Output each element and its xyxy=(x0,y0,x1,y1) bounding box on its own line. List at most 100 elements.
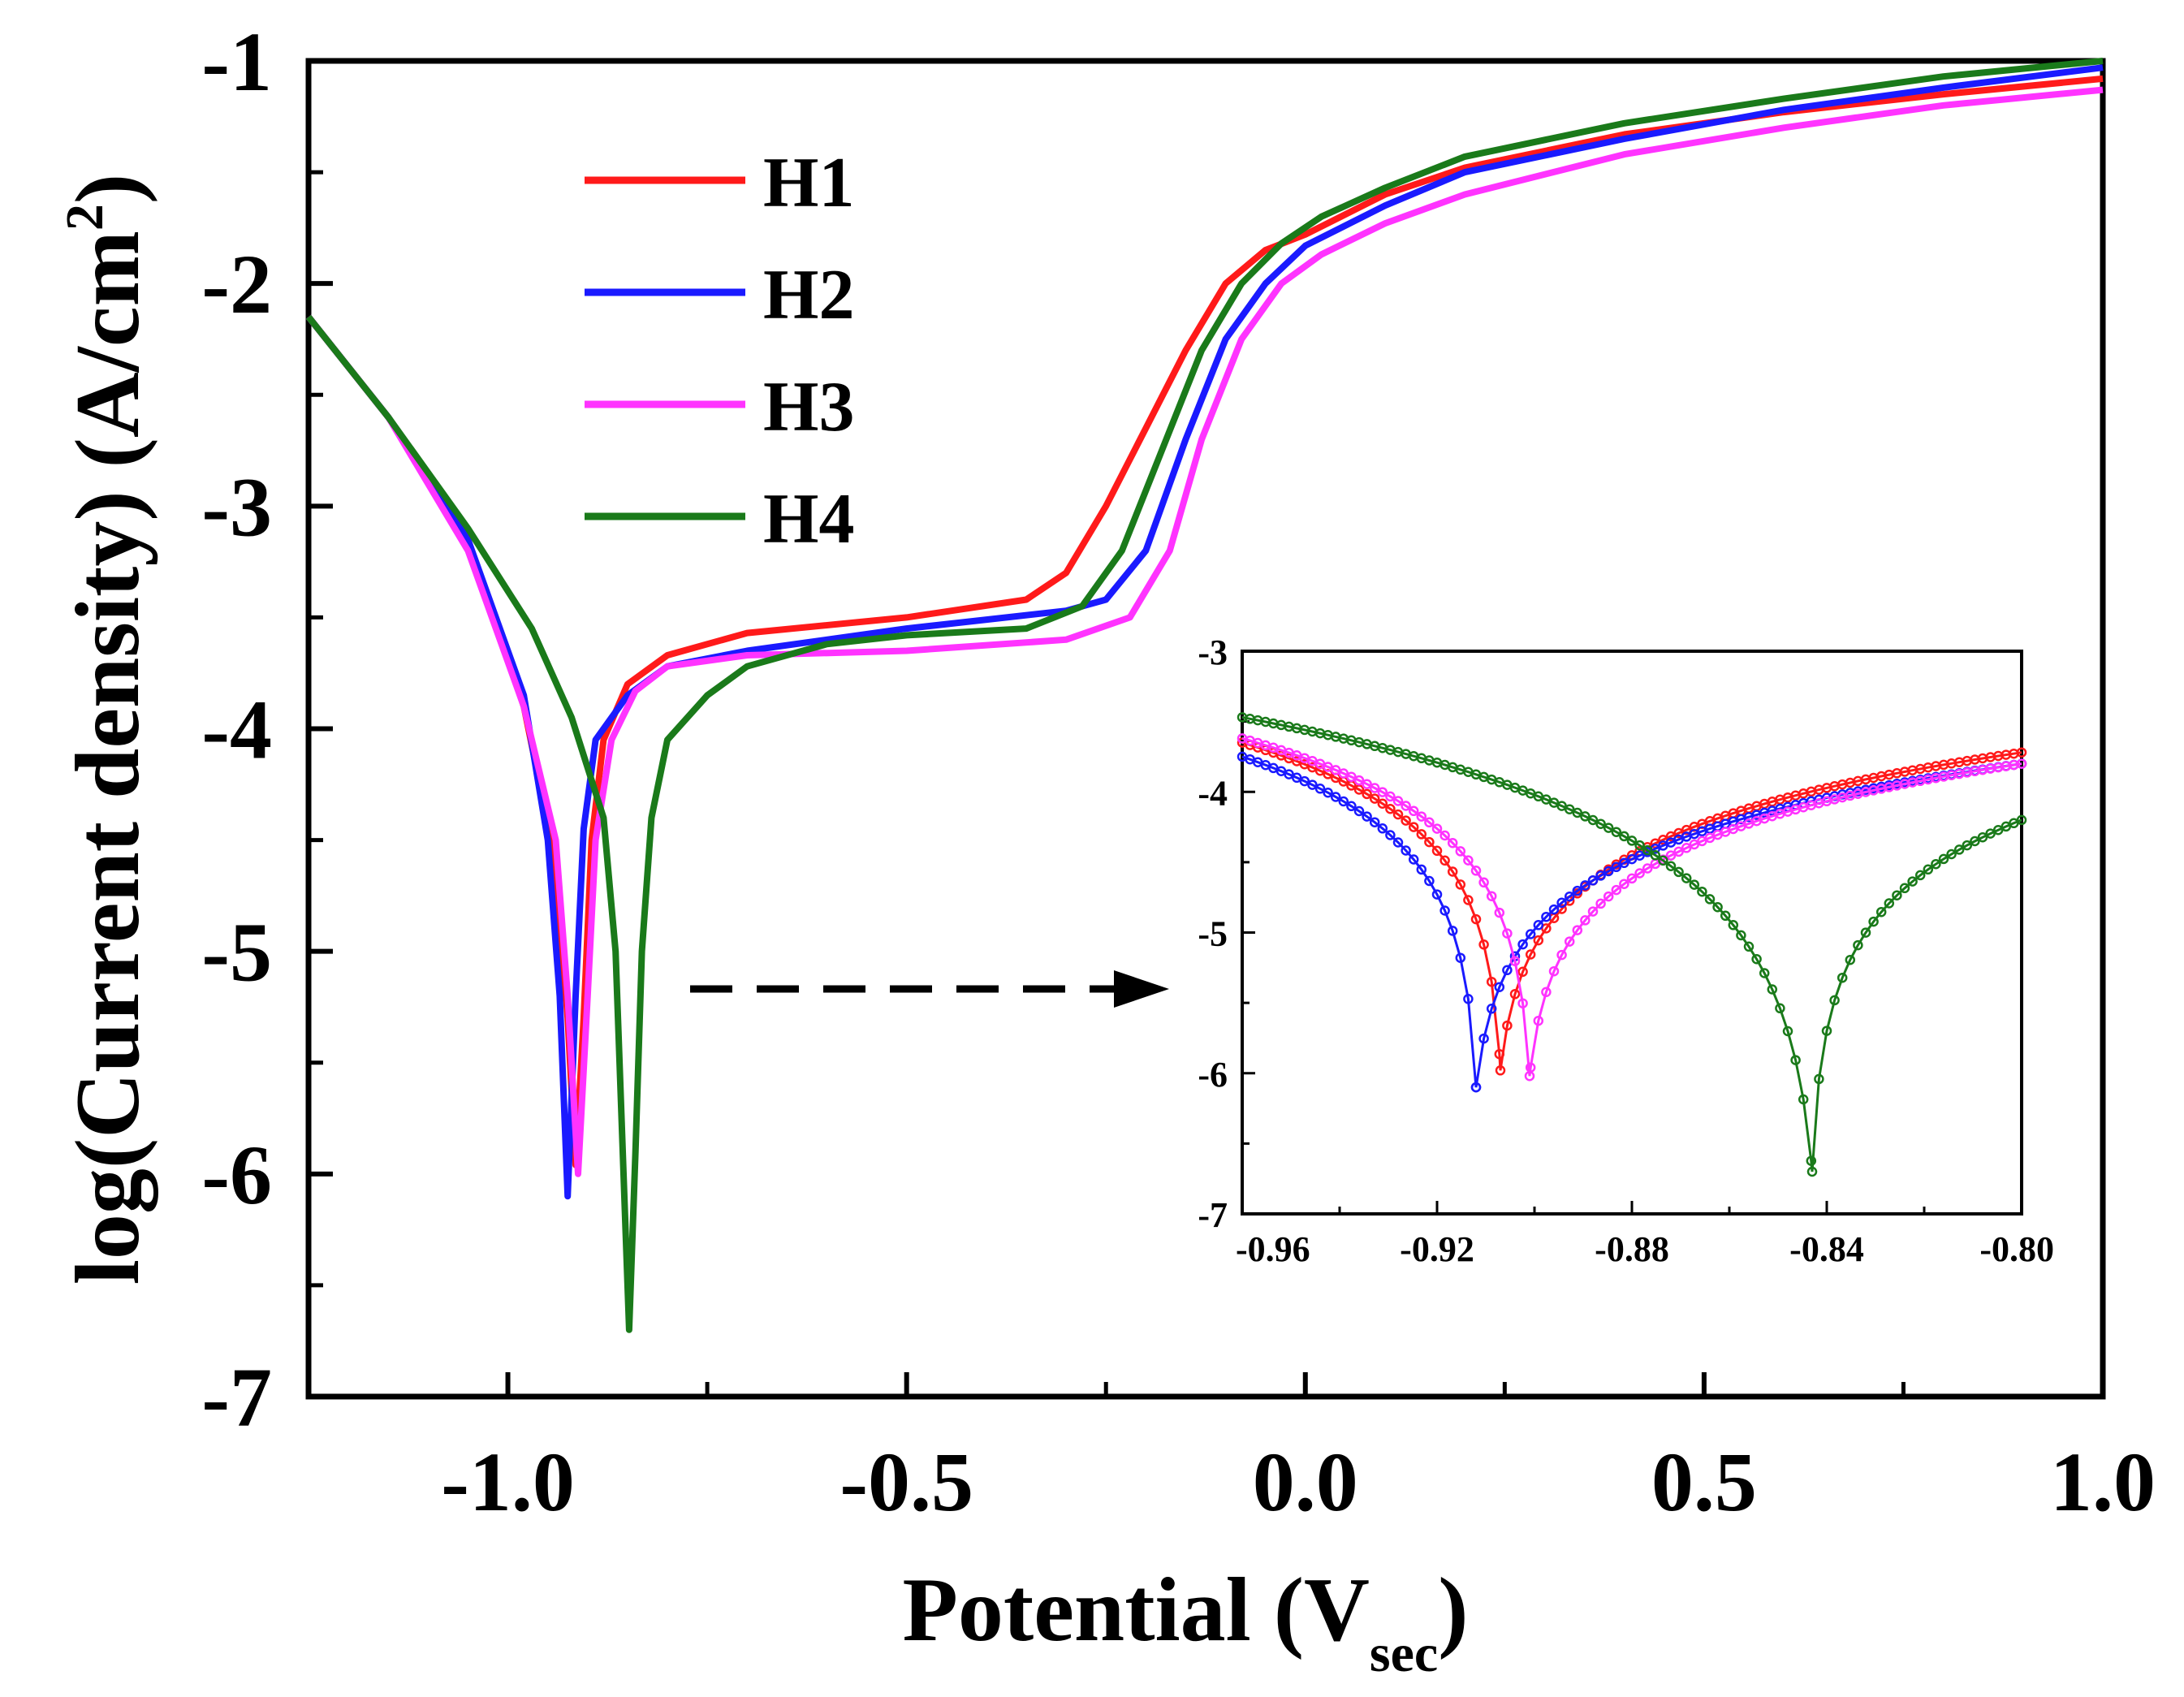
inset-point-h2 xyxy=(1330,792,1341,802)
inset-point-h3 xyxy=(1455,846,1466,857)
x-tick-label: -0.5 xyxy=(840,1436,973,1529)
inset-point-h4 xyxy=(1875,906,1887,918)
inset-x-tick-label: -0.80 xyxy=(1979,1229,2054,1269)
inset-point-h1 xyxy=(1447,866,1458,877)
inset-point-h4 xyxy=(1798,1094,1809,1105)
inset-point-h3 xyxy=(1517,998,1528,1008)
y-tick-label: -4 xyxy=(201,684,272,777)
inset-point-h1 xyxy=(1502,1020,1513,1031)
inset-point-h2 xyxy=(1603,866,1614,877)
inset-point-h4 xyxy=(1658,855,1668,866)
inset-point-h2 xyxy=(1494,982,1505,992)
inset-point-h3 xyxy=(1556,949,1567,961)
inset-point-h1 xyxy=(1353,784,1365,795)
inset-point-h2 xyxy=(1634,850,1645,861)
inset-point-h3 xyxy=(1673,846,1684,857)
inset-point-h1 xyxy=(1495,1065,1506,1076)
legend-label-h1: H1 xyxy=(763,144,854,222)
inset-point-h2 xyxy=(1455,952,1466,963)
y-tick-label: -1 xyxy=(201,15,272,109)
inset-point-h4 xyxy=(1782,1026,1793,1037)
inset-point-h3 xyxy=(2016,758,2027,769)
inset-point-h1 xyxy=(1470,913,1482,925)
inset-point-h4 xyxy=(1899,883,1910,894)
inset-point-h1 xyxy=(1486,976,1497,987)
inset-point-h3 xyxy=(1408,805,1419,817)
series-line-h4 xyxy=(305,58,2104,1333)
inset-point-h2 xyxy=(1392,837,1404,848)
y-tick-label: -5 xyxy=(201,906,272,1000)
inset-point-h2 xyxy=(1556,897,1567,909)
inset-point-h1 xyxy=(1392,809,1404,820)
legend-label-h4: H4 xyxy=(763,480,854,559)
y-tick-label: -2 xyxy=(201,238,272,331)
inset-point-h1 xyxy=(1377,798,1388,809)
inset-point-h3 xyxy=(1572,925,1583,935)
inset-point-h2 xyxy=(1338,796,1349,807)
inset-point-h4 xyxy=(1806,1155,1817,1166)
inset-point-h4 xyxy=(1759,968,1770,978)
inset-point-h3 xyxy=(1595,898,1606,909)
inset-point-h4 xyxy=(1611,827,1622,837)
inset-point-h4 xyxy=(1619,831,1629,842)
inset-point-h4 xyxy=(1977,831,1988,843)
inset-point-h1 xyxy=(1455,879,1466,890)
inset-y-tick-label: -5 xyxy=(1198,914,1228,954)
x-tick-label: 1.0 xyxy=(2050,1436,2156,1529)
inset-point-h4 xyxy=(1907,876,1918,887)
inset-point-h1 xyxy=(1401,815,1411,826)
inset-point-h4 xyxy=(1587,814,1599,826)
inset-point-h3 xyxy=(1619,879,1629,889)
inset-point-h3 xyxy=(1634,868,1645,879)
inset-point-h4 xyxy=(1992,824,2004,836)
inset-point-h4 xyxy=(1712,901,1723,913)
inset-point-h3 xyxy=(1587,906,1599,917)
inset-point-h3 xyxy=(1447,837,1458,848)
inset-point-h4 xyxy=(1673,866,1684,878)
inset-point-h2 xyxy=(1502,965,1513,976)
inset-point-h4 xyxy=(2016,814,2027,826)
main-series xyxy=(305,58,2104,1333)
inset-point-h4 xyxy=(1892,890,1902,900)
inset-point-h4 xyxy=(1572,807,1583,818)
series-line-h3 xyxy=(305,86,2104,1177)
inset-point-h3 xyxy=(1494,907,1505,918)
inset-point-h3 xyxy=(1346,771,1357,782)
inset-point-h4 xyxy=(1743,941,1755,952)
inset-point-h2 xyxy=(1416,864,1427,875)
inset-point-h3 xyxy=(1681,843,1692,853)
inset-point-h1 xyxy=(1362,788,1372,800)
inset-point-h4 xyxy=(1603,823,1614,833)
inset-point-h2 xyxy=(1377,823,1388,834)
inset-point-h4 xyxy=(1946,848,1957,860)
inset-x-tick-label: -0.88 xyxy=(1595,1229,1669,1269)
inset-plot-frame xyxy=(1241,650,2023,1216)
inset-point-h3 xyxy=(1564,936,1575,947)
inset-point-h1 xyxy=(1509,989,1521,1000)
inset-point-h4 xyxy=(1564,804,1575,814)
inset-point-h1 xyxy=(1463,895,1474,905)
inset-point-h4 xyxy=(1751,953,1762,965)
inset-point-h2 xyxy=(1299,775,1310,787)
inset-point-h3 xyxy=(1353,775,1365,786)
inset-point-h1 xyxy=(1517,966,1528,978)
inset-point-h4 xyxy=(1650,850,1661,861)
main-ticks: -1.0 -0.5 0.0 0.5 1.0 -7 -6 -5 -4 -3 -2 -1 xyxy=(201,15,2156,1529)
inset-point-h4 xyxy=(1642,844,1653,856)
inset-point-h4 xyxy=(1704,894,1716,905)
inset-point-h3 xyxy=(1603,891,1614,902)
inset-point-h1 xyxy=(1431,845,1443,857)
inset-point-h4 xyxy=(1775,1003,1785,1014)
inset-point-h4 xyxy=(1665,861,1677,871)
inset-series-h3 xyxy=(1237,733,2027,1082)
inset-point-h1 xyxy=(1416,829,1427,840)
x-tick-label: 0.5 xyxy=(1651,1436,1757,1529)
inset-point-h2 xyxy=(1353,805,1365,817)
inset-point-h3 xyxy=(1439,830,1450,841)
inset-point-h2 xyxy=(1619,857,1629,869)
inset-point-h3 xyxy=(1416,811,1427,822)
inset-point-h1 xyxy=(1494,1048,1505,1060)
inset-point-h4 xyxy=(1923,864,1934,875)
inset-point-h3 xyxy=(1502,928,1513,939)
